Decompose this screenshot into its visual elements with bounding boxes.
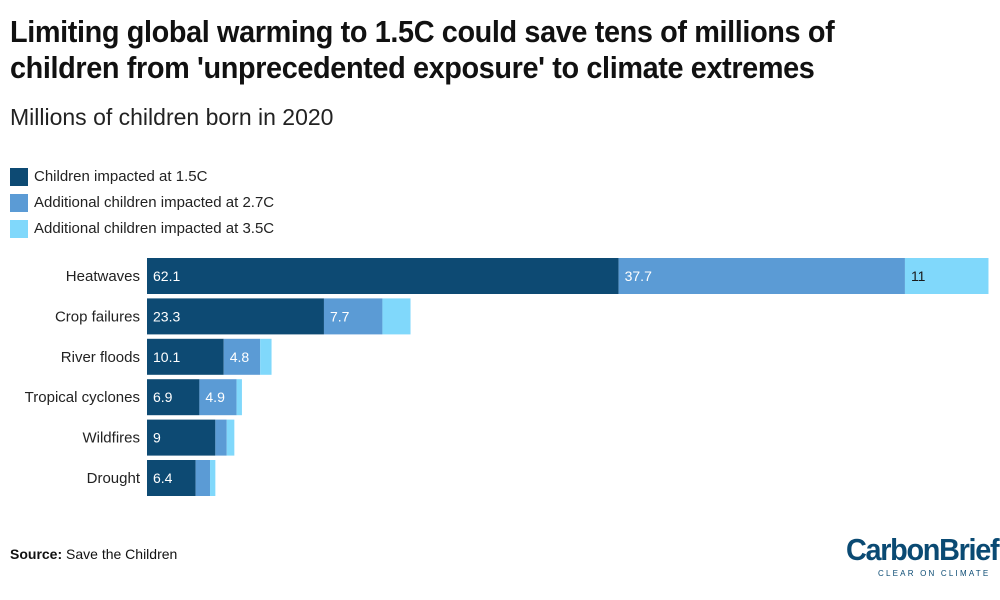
bar-heatwaves-series-2 — [618, 258, 905, 294]
bar-crop-failures-series-2 — [323, 298, 383, 335]
data-label-crop-failures-series-1: 23.3 — [153, 308, 180, 324]
bar-tropical-cyclones-series-3 — [236, 379, 242, 416]
bar-heatwaves-series-3 — [904, 258, 989, 294]
source-label: Source: — [10, 546, 63, 562]
legend-swatch-1.5c — [10, 168, 28, 186]
legend-label-2.7c: Additional children impacted at 2.7C — [34, 194, 275, 211]
bar-wildfires-series-2 — [215, 419, 227, 456]
data-label-tropical-cyclones-series-2: 4.9 — [205, 389, 225, 405]
source-text: Save the Children — [66, 546, 178, 562]
data-label-heatwaves-series-1: 62.1 — [153, 268, 180, 284]
bar-tropical-cyclones-series-1 — [147, 379, 200, 416]
bar-drought-series-1 — [147, 460, 196, 496]
bar-drought-series-2 — [195, 460, 211, 496]
bar-river-floods-series-1 — [147, 338, 224, 375]
data-label-river-floods-series-1: 10.1 — [153, 349, 180, 365]
logo-wordmark: CarbonBrief — [846, 532, 1000, 567]
category-label-drought: Drought — [87, 470, 141, 487]
category-label-heatwaves: Heatwaves — [66, 268, 140, 285]
category-label-river-floods: River floods — [61, 349, 140, 366]
carbonbrief-logo: CarbonBrief CLEAR ON CLIMATE — [846, 532, 1000, 583]
bar-drought-series-3 — [210, 460, 216, 496]
legend-swatch-2.7c — [10, 194, 28, 212]
bar-wildfires-series-3 — [226, 419, 235, 456]
legend-label-3.5c: Additional children impacted at 3.5C — [34, 220, 275, 237]
category-label-crop-failures: Crop failures — [55, 308, 140, 325]
legend-label-1.5c: Children impacted at 1.5C — [34, 168, 208, 185]
bar-river-floods-series-2 — [223, 338, 261, 375]
chart-title: Limiting global warming to 1.5C could sa… — [10, 14, 835, 85]
category-label-wildfires: Wildfires — [82, 430, 140, 447]
data-label-river-floods-series-2: 4.8 — [230, 349, 250, 365]
bar-crop-failures-series-3 — [382, 298, 411, 335]
data-label-crop-failures-series-2: 7.7 — [330, 308, 350, 324]
bar-tropical-cyclones-series-2 — [199, 379, 237, 416]
bar-river-floods-series-3 — [260, 338, 272, 375]
category-label-tropical-cyclones: Tropical cyclones — [25, 389, 140, 406]
bar-crop-failures-series-1 — [147, 298, 324, 335]
data-label-heatwaves-series-2: 37.7 — [625, 268, 652, 284]
source-note: Source: Save the Children — [10, 545, 177, 563]
data-label-tropical-cyclones-series-1: 6.9 — [153, 389, 173, 405]
bar-wildfires-series-1 — [147, 419, 216, 456]
data-label-heatwaves-series-3: 11 — [911, 268, 926, 284]
data-label-wildfires-series-1: 9 — [153, 430, 161, 446]
legend-swatch-3.5c — [10, 220, 28, 238]
bar-heatwaves-series-1 — [147, 258, 619, 294]
logo-tagline: CLEAR ON CLIMATE — [878, 569, 991, 578]
chart-subtitle: Millions of children born in 2020 — [10, 104, 334, 130]
data-label-drought-series-1: 6.4 — [153, 470, 173, 486]
